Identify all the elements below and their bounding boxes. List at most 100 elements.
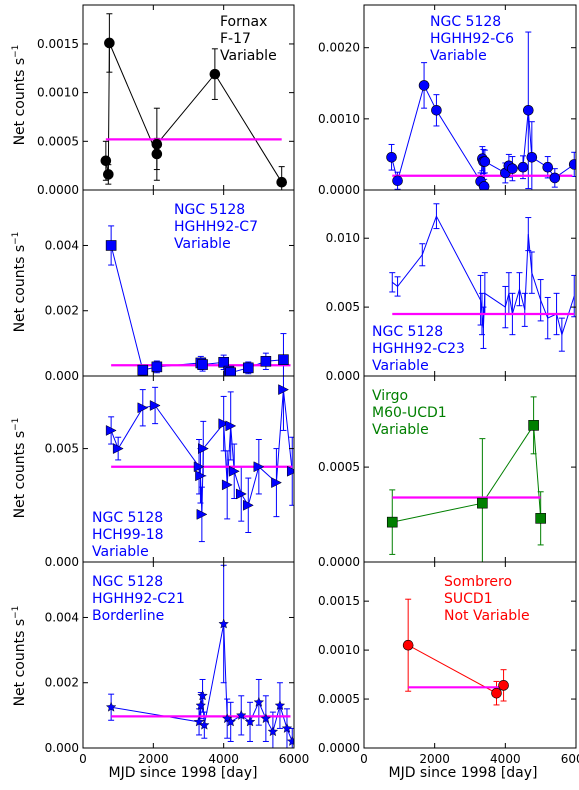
- plot-area: [105, 376, 294, 543]
- plot-area: [402, 598, 509, 706]
- data-point: [267, 726, 279, 737]
- annotation-line: NGC 5128: [372, 324, 443, 340]
- y-tick-label: 0.0015: [318, 594, 360, 608]
- annotation-line: Borderline: [92, 608, 164, 624]
- y-tick-label: 0.0015: [37, 37, 79, 51]
- annotation-line: NGC 5128: [92, 574, 163, 590]
- data-point: [386, 151, 397, 163]
- series-line: [407, 644, 504, 694]
- annotation-line: Variable: [92, 544, 149, 560]
- y-tick-label: 0.005: [45, 442, 79, 456]
- data-point: [278, 384, 290, 396]
- data-point: [286, 465, 294, 477]
- plot-area: [100, 13, 287, 190]
- y-tick-label: 0.000: [45, 369, 79, 383]
- data-point: [522, 105, 534, 116]
- data-point: [517, 161, 529, 173]
- panel-top-left: 0.0000 0.0005 0.0010 0.0015 FornaxF-17Variab…: [37, 4, 295, 197]
- error-bar: [394, 276, 401, 297]
- data-point: [507, 163, 518, 174]
- data-point: [418, 80, 430, 91]
- annotation-line: HGHH92-C23: [372, 341, 465, 357]
- data-point: [137, 364, 149, 376]
- y-tick-label: 0.002: [45, 676, 79, 690]
- x-tick-label: 6000: [561, 752, 579, 766]
- ylabel-text: Net counts s: [12, 619, 28, 707]
- y-tick-label: 0.0000: [318, 741, 360, 755]
- data-point: [276, 176, 287, 188]
- ylabel-row3: Net counts s−1: [11, 418, 28, 519]
- svg-text:Net counts s−1: Net counts s−1: [11, 45, 28, 146]
- data-point: [209, 68, 221, 80]
- ylabel-row2: Net counts s−1: [11, 232, 28, 333]
- data-point: [218, 418, 230, 430]
- data-point: [198, 443, 209, 454]
- annotation-line: SUCD1: [444, 591, 493, 607]
- ylabel-exponent: −1: [11, 232, 21, 245]
- x-tick-label: 0: [79, 752, 87, 766]
- annotation-line: NGC 5128: [174, 202, 245, 218]
- y-tick-label: 0.0005: [318, 460, 360, 474]
- x-tick-label: 2000: [138, 752, 169, 766]
- data-point: [199, 719, 210, 730]
- data-point: [105, 240, 117, 251]
- x-tick-label: 4000: [490, 752, 521, 766]
- data-point: [253, 696, 265, 707]
- data-point: [197, 359, 208, 370]
- data-point: [228, 465, 240, 477]
- data-point: [271, 477, 282, 489]
- axes-frame: [82, 4, 295, 191]
- annotation-line: Variable: [174, 236, 231, 252]
- y-tick-label: 0.0020: [318, 41, 360, 55]
- data-point: [100, 155, 112, 167]
- y-tick-label: 0.0005: [318, 692, 360, 706]
- x-tick-label: 0: [360, 752, 368, 766]
- plot-area: [105, 225, 291, 376]
- y-tick-label: 0.000: [326, 369, 360, 383]
- error-bar: [419, 243, 426, 267]
- annotation-line: Variable: [372, 358, 429, 374]
- data-point: [260, 713, 272, 724]
- data-point: [149, 400, 161, 411]
- data-point: [151, 148, 163, 160]
- data-point: [243, 499, 254, 511]
- annotation-line: Virgo: [372, 388, 408, 404]
- annotation-line: HGHH92-C7: [174, 219, 258, 235]
- plot-area: [105, 564, 294, 748]
- error-bar: [502, 285, 509, 329]
- ylabel-row4: Net counts s−1: [11, 606, 28, 707]
- data-point: [137, 402, 149, 414]
- annotation-line: HGHH92-C6: [430, 31, 514, 47]
- data-point: [242, 362, 254, 374]
- data-point: [103, 169, 114, 180]
- plot-area: [386, 396, 546, 562]
- axes-frame: [82, 561, 295, 749]
- data-point: [218, 618, 229, 629]
- y-tick-label: 0.005: [326, 300, 360, 314]
- data-point: [151, 361, 163, 373]
- x-tick-label: 6000: [279, 752, 310, 766]
- ylabel-text: Net counts s: [12, 431, 28, 519]
- y-tick-label: 0.000: [45, 555, 79, 569]
- y-tick-label: 0.004: [45, 238, 79, 252]
- y-tick-label: 0.002: [45, 304, 79, 318]
- annotation-line: Sombrero: [444, 574, 512, 590]
- data-point: [105, 425, 117, 436]
- data-point: [549, 172, 561, 184]
- data-point: [151, 138, 163, 150]
- error-bar: [516, 272, 523, 307]
- data-point: [478, 181, 490, 190]
- data-point: [402, 639, 414, 651]
- ylabel-text: Net counts s: [12, 245, 28, 333]
- data-point: [535, 513, 546, 524]
- data-point: [568, 159, 576, 170]
- svg-text:Net counts s−1: Net counts s−1: [11, 606, 28, 707]
- data-point: [236, 488, 247, 500]
